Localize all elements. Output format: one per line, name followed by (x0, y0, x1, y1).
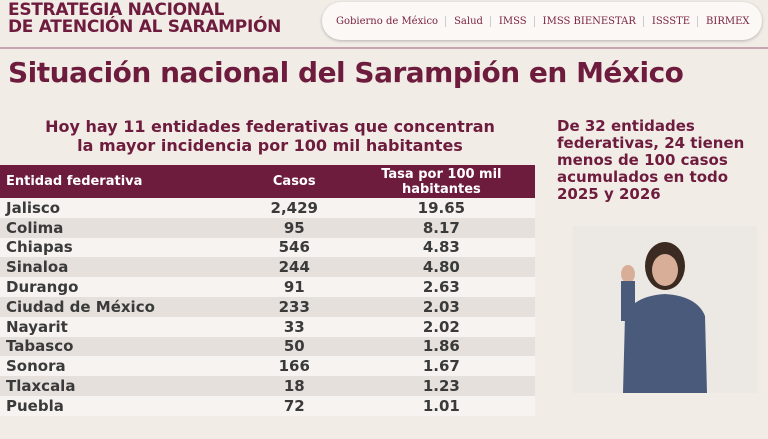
incidence-table: Entidad federativa Casos Tasa por 100 mi… (0, 165, 535, 416)
logo-issste: ISSSTE (652, 15, 699, 27)
cell-entidad: Colima (0, 217, 241, 238)
cell-casos: 33 (240, 316, 348, 337)
cell-tasa: 1.01 (347, 395, 535, 416)
subtitle: Hoy hay 11 entidades federativas que con… (0, 117, 540, 155)
cell-tasa: 8.17 (347, 217, 535, 238)
table-row: Puebla 72 1.01 (0, 395, 535, 416)
cell-tasa: 1.23 (347, 376, 535, 396)
sign-language-interpreter-video (573, 226, 757, 393)
campaign-title-line2: DE ATENCIÓN AL SARAMPIÓN (8, 17, 282, 37)
col-entidad: Entidad federativa (0, 165, 241, 198)
cell-casos: 2,429 (240, 198, 348, 218)
cell-tasa: 4.80 (347, 257, 535, 278)
cell-tasa: 4.83 (347, 237, 535, 258)
table-row: Ciudad de México 233 2.03 (0, 296, 535, 317)
table-row: Durango 91 2.63 (0, 277, 535, 297)
logo-birmex: BIRMEX (706, 15, 750, 27)
cell-entidad: Ciudad de México (0, 296, 241, 317)
cell-tasa: 1.67 (347, 356, 535, 377)
table-row: Sonora 166 1.67 (0, 356, 535, 377)
cell-tasa: 2.63 (347, 277, 535, 297)
logo-gobierno: Gobierno de México (336, 15, 447, 27)
cell-casos: 166 (240, 356, 348, 377)
logo-salud: Salud (454, 15, 491, 27)
cell-entidad: Tabasco (0, 336, 241, 357)
col-casos: Casos (240, 165, 348, 198)
subtitle-line1: Hoy hay 11 entidades federativas que con… (45, 117, 495, 136)
divider (0, 47, 768, 49)
cell-entidad: Jalisco (0, 198, 241, 218)
campaign-title-line1: ESTRATEGIA NACIONAL (8, 0, 225, 20)
logo-imss: IMSS (499, 15, 535, 27)
cell-entidad: Sonora (0, 356, 241, 377)
cell-entidad: Sinaloa (0, 257, 241, 278)
subtitle-line2: la mayor incidencia por 100 mil habitant… (77, 136, 463, 155)
page-title: Situación nacional del Sarampión en Méxi… (8, 56, 684, 89)
cell-casos: 95 (240, 217, 348, 238)
table-row: Jalisco 2,429 19.65 (0, 198, 535, 218)
table-row: Colima 95 8.17 (0, 217, 535, 238)
cell-entidad: Durango (0, 277, 241, 297)
cell-tasa: 2.03 (347, 296, 535, 317)
cell-tasa: 19.65 (347, 198, 535, 218)
cell-casos: 72 (240, 395, 348, 416)
cell-entidad: Chiapas (0, 237, 241, 258)
table-row: Sinaloa 244 4.80 (0, 257, 535, 278)
cell-casos: 244 (240, 257, 348, 278)
cell-casos: 50 (240, 336, 348, 357)
table-row: Tabasco 50 1.86 (0, 336, 535, 357)
side-note: De 32 entidades federativas, 24 tienen m… (557, 117, 745, 203)
cell-tasa: 2.02 (347, 316, 535, 337)
cell-entidad: Tlaxcala (0, 376, 241, 396)
cell-casos: 91 (240, 277, 348, 297)
col-tasa: Tasa por 100 mil habitantes (347, 165, 535, 198)
cell-casos: 233 (240, 296, 348, 317)
cell-casos: 546 (240, 237, 348, 258)
institution-logos: Gobierno de México Salud IMSS IMSS BIENE… (322, 2, 762, 40)
campaign-title: ESTRATEGIA NACIONAL DE ATENCIÓN AL SARAMP… (8, 2, 281, 36)
table-row: Chiapas 546 4.83 (0, 237, 535, 258)
cell-entidad: Nayarit (0, 316, 241, 337)
interpreter-figure (621, 242, 707, 393)
table-row: Tlaxcala 18 1.23 (0, 376, 535, 396)
table-row: Nayarit 33 2.02 (0, 316, 535, 337)
logo-imss-bienestar: IMSS BIENESTAR (543, 15, 644, 27)
cell-tasa: 1.86 (347, 336, 535, 357)
cell-casos: 18 (240, 376, 348, 396)
cell-entidad: Puebla (0, 395, 241, 416)
